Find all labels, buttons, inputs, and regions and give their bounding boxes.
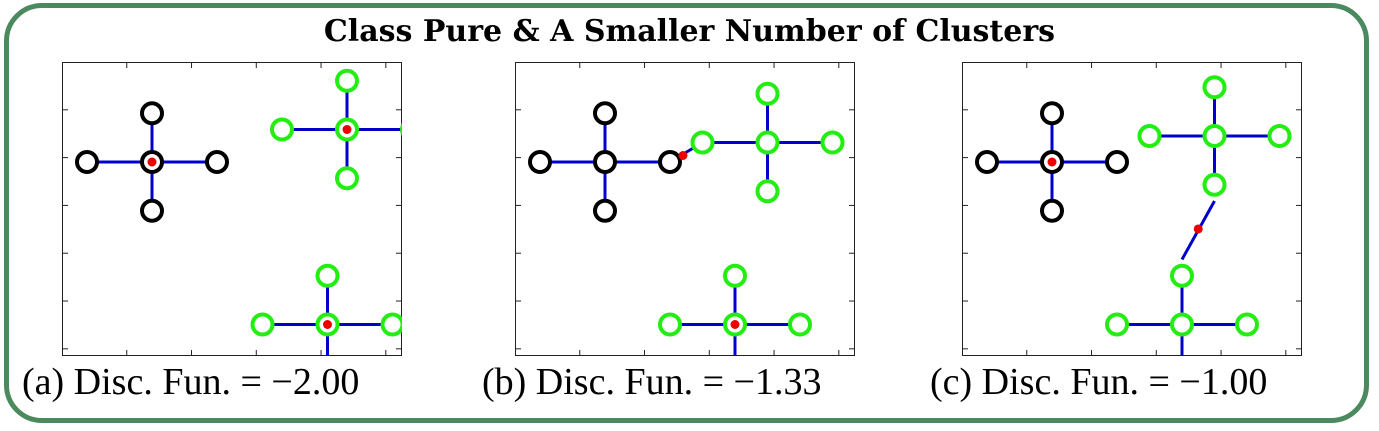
black-node <box>75 150 99 174</box>
panel-c-plot <box>962 62 1302 356</box>
figure-frame <box>4 3 1369 423</box>
cluster-center-dot <box>323 320 332 329</box>
cluster-center-dot <box>730 320 740 329</box>
green-node <box>820 130 845 155</box>
green-node <box>755 179 780 204</box>
green-node <box>1170 263 1194 288</box>
green-node <box>1202 172 1227 197</box>
bridge-dot <box>678 151 688 160</box>
black-node <box>593 101 617 126</box>
black-node <box>1105 150 1129 174</box>
green-node <box>1235 312 1259 337</box>
black-node <box>1040 198 1064 223</box>
cluster-center-dot <box>1047 157 1057 167</box>
green-node-center <box>1170 312 1194 337</box>
panel-a <box>62 62 402 356</box>
green-node <box>270 117 294 142</box>
green-node <box>788 312 812 337</box>
black-node <box>205 150 229 174</box>
bridge-dot <box>1193 224 1203 234</box>
black-node <box>1040 101 1064 126</box>
cluster-center-dot <box>147 157 157 167</box>
axes-box <box>962 62 1302 356</box>
black-node <box>528 150 552 174</box>
panel-c <box>962 62 1302 356</box>
axes-box <box>515 62 855 356</box>
black-node <box>658 150 682 174</box>
caption-a: (a) Disc. Fun. = −2.00 <box>22 361 360 403</box>
green-node <box>1105 312 1129 337</box>
black-node <box>593 198 617 223</box>
green-node <box>380 312 402 337</box>
green-node <box>1202 75 1227 100</box>
green-node <box>723 263 747 288</box>
green-node <box>335 166 359 191</box>
green-node <box>250 312 275 337</box>
black-node <box>140 198 164 223</box>
green-node <box>755 81 780 106</box>
cluster-center-dot <box>342 125 352 134</box>
green-node <box>690 130 715 155</box>
green-node <box>335 68 359 93</box>
panel-a-plot <box>62 62 402 356</box>
green-node <box>658 312 682 337</box>
black-node <box>140 101 164 126</box>
green-node-center <box>755 130 780 155</box>
figure-title: Class Pure & A Smaller Number of Cluster… <box>323 14 1056 49</box>
green-node <box>315 263 340 288</box>
axes-box <box>62 62 402 356</box>
panel-b-plot <box>515 62 855 356</box>
caption-b: (b) Disc. Fun. = −1.33 <box>482 361 822 403</box>
panel-b <box>515 62 855 356</box>
caption-c: (c) Disc. Fun. = −1.00 <box>930 361 1268 403</box>
green-node <box>1267 124 1292 148</box>
black-node <box>975 150 999 174</box>
green-node <box>1137 124 1162 148</box>
black-node-center <box>593 150 617 174</box>
green-node-center <box>1202 124 1227 148</box>
